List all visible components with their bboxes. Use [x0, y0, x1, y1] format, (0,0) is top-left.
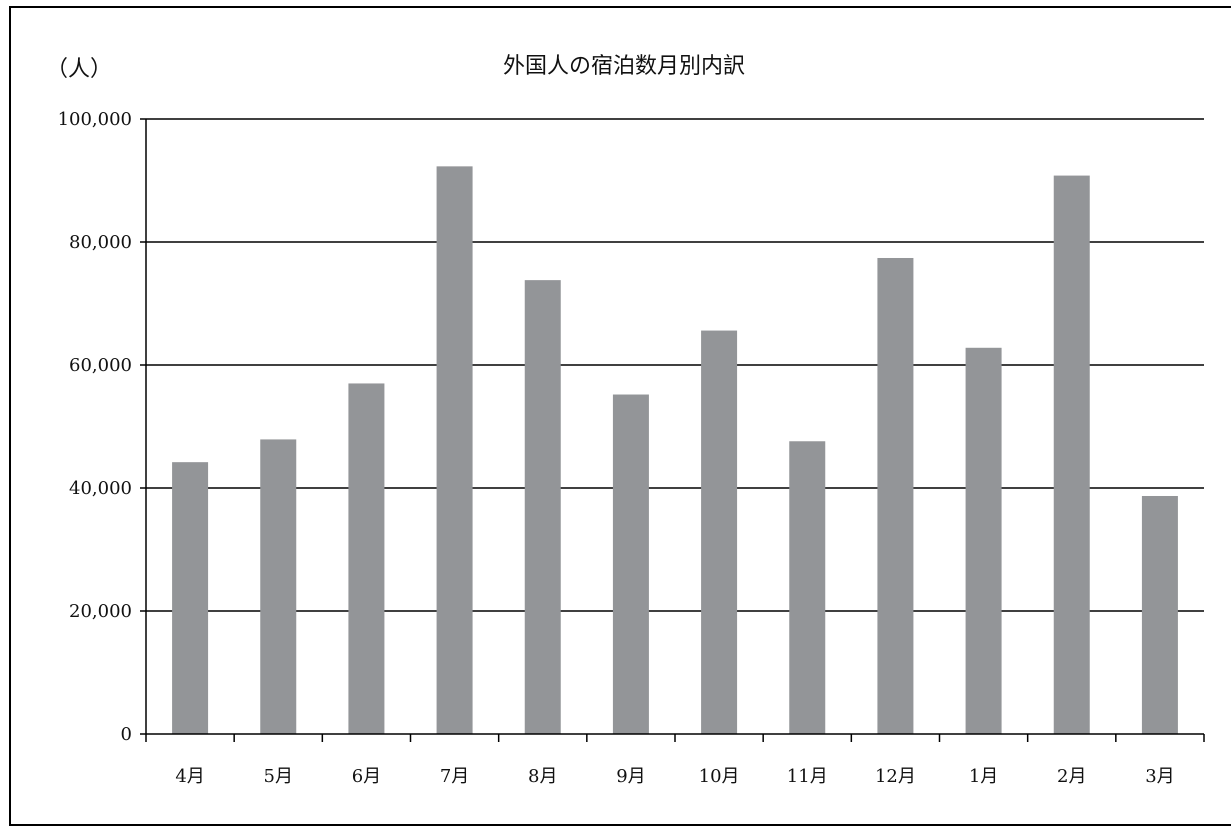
- y-tick-label: 20,000: [69, 601, 132, 622]
- x-tick-label: 7月: [440, 766, 469, 787]
- bar: [1141, 495, 1178, 734]
- chart-title: 外国人の宿泊数月別内訳: [503, 54, 745, 79]
- x-tick-label: 5月: [264, 766, 293, 787]
- x-tick-label: 6月: [352, 766, 381, 787]
- bar: [524, 280, 561, 734]
- bar: [877, 257, 914, 734]
- y-tick-labels: 0 20,000 40,000 60,000 80,000 100,000: [58, 109, 132, 745]
- x-tick-label: 2月: [1057, 766, 1086, 787]
- bar: [348, 383, 385, 734]
- x-tick-label: 8月: [528, 766, 557, 787]
- x-tick-label: 9月: [616, 766, 645, 787]
- bar: [1053, 175, 1090, 734]
- bar: [701, 330, 738, 734]
- x-tick-labels: 4月 5月 6月 7月 8月 9月 10月 11月 12月 1月 2月 3月: [175, 766, 1174, 787]
- y-tick-label: 80,000: [69, 232, 132, 253]
- y-axis-unit-label: （人）: [46, 57, 112, 82]
- bar: [436, 166, 473, 735]
- x-tick-label: 3月: [1145, 766, 1174, 787]
- gridlines: [146, 118, 1204, 612]
- x-tick-label: 10月: [699, 766, 740, 787]
- x-tick-label: 1月: [969, 766, 998, 787]
- y-tick-label: 0: [121, 724, 132, 745]
- bar: [789, 441, 826, 734]
- bar: [172, 462, 209, 734]
- bar: [260, 439, 297, 734]
- x-tick-label: 12月: [875, 766, 916, 787]
- y-tick-label: 100,000: [58, 109, 132, 130]
- bar: [965, 347, 1002, 734]
- axes: [140, 118, 1205, 742]
- bars: [172, 166, 1178, 735]
- x-tick-label: 11月: [787, 766, 828, 787]
- y-tick-label: 40,000: [69, 478, 132, 499]
- x-tick-label: 4月: [175, 766, 204, 787]
- bar: [612, 394, 649, 734]
- y-tick-label: 60,000: [69, 355, 132, 376]
